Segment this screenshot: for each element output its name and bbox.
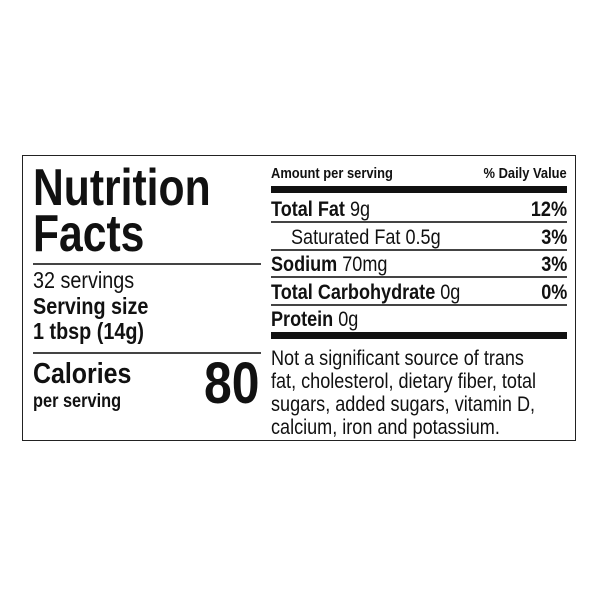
nutrient-amount: 0g xyxy=(338,308,359,331)
nutrient-dv: 3% xyxy=(540,253,567,276)
nutrient-dv: 0% xyxy=(540,281,567,304)
title-facts: Facts xyxy=(33,205,145,263)
calories-label: Calories xyxy=(33,358,132,390)
divider xyxy=(271,221,567,223)
thick-divider xyxy=(271,332,567,339)
nutrient-amount: 9g xyxy=(349,198,371,221)
divider xyxy=(271,249,567,251)
serving-size-label: Serving size xyxy=(33,293,149,319)
footnote-line: calcium, iron and potassium. xyxy=(271,416,500,439)
divider xyxy=(271,276,567,278)
nutrient-amount: 0g xyxy=(440,281,461,304)
divider xyxy=(33,263,261,265)
thick-divider xyxy=(271,186,567,193)
nutrient-name: Sodium xyxy=(271,253,338,276)
daily-value-header: % Daily Value xyxy=(483,165,567,182)
divider xyxy=(33,352,261,354)
nutrient-name: Saturated Fat xyxy=(291,226,401,249)
footnote-line: fat, cholesterol, dietary fiber, total xyxy=(271,370,537,393)
calories-sub-label: per serving xyxy=(33,391,122,412)
amount-per-serving-header: Amount per serving xyxy=(271,165,393,182)
divider xyxy=(271,304,567,306)
serving-size-value: 1 tbsp (14g) xyxy=(33,318,145,344)
nutrient-dv: 3% xyxy=(540,226,567,249)
nutrient-amount: 0.5g xyxy=(405,226,441,249)
nutrient-name: Total Fat xyxy=(271,198,345,221)
footnote-line: sugars, added sugars, vitamin D, xyxy=(271,393,536,416)
servings-count: 32 servings xyxy=(33,267,135,293)
title-nutrition: Nutrition xyxy=(33,159,211,217)
nutrient-amount: 70mg xyxy=(342,253,388,276)
nutrition-facts-label xyxy=(22,155,576,441)
footnote-line: Not a significant source of trans xyxy=(271,347,524,370)
nutrient-name: Protein xyxy=(271,308,334,331)
nutrient-name: Total Carbohydrate xyxy=(271,281,436,304)
calories-value: 80 xyxy=(204,351,260,416)
nutrient-dv: 12% xyxy=(530,198,567,221)
